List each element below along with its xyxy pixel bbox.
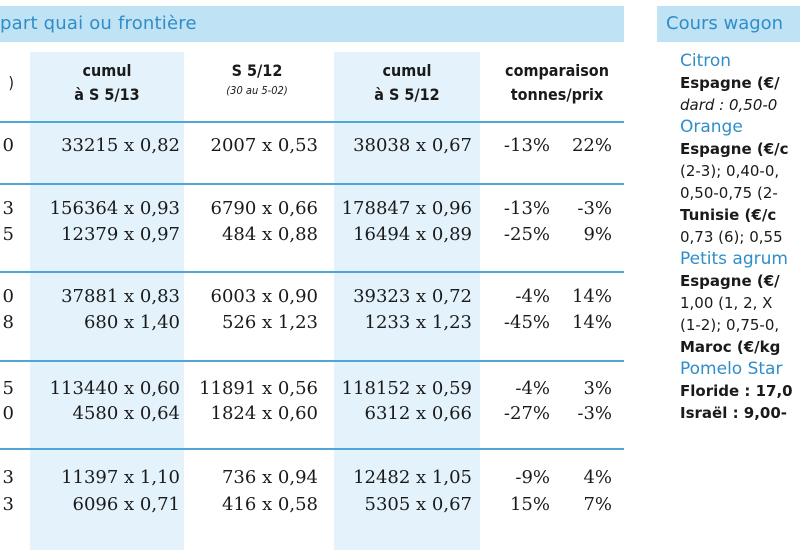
table-row: 3 11397 x 1,10 736 x 0,94 12482 x 1,05 -9% 4% <box>0 466 624 490</box>
cell-c2: 1824 x 0,60 <box>210 403 318 424</box>
cell-c0: 0 <box>2 135 14 156</box>
row-separator <box>0 183 624 185</box>
price-line: Espagne (€/ <box>680 272 780 290</box>
cell-c3: 178847 x 0,96 <box>341 198 472 219</box>
row-separator <box>0 360 624 362</box>
cell-c5: 14% <box>571 286 612 307</box>
cell-c1: 680 x 1,40 <box>83 312 180 333</box>
sidebar-section-title: Cours wagon <box>666 13 784 34</box>
cell-c3: 5305 x 0,67 <box>364 494 472 515</box>
cell-c5: 3% <box>583 378 612 399</box>
column-header-cumul-13: cumul à S 5/13 <box>74 61 140 104</box>
column-shade-cumul-13 <box>30 52 184 550</box>
cell-c4: -9% <box>515 467 550 488</box>
cell-c4: -45% <box>503 312 550 333</box>
cell-c1: 156364 x 0,93 <box>49 198 180 219</box>
price-line: Espagne (€/ <box>680 74 780 92</box>
cell-c0: 5 <box>2 378 14 399</box>
cell-c0: 0 <box>2 286 14 307</box>
table-row: 8 680 x 1,40 526 x 1,23 1233 x 1,23 -45% 14% <box>0 311 624 335</box>
price-line: Tunisie (€/c <box>680 206 777 224</box>
cell-c5: 7% <box>583 494 612 515</box>
price-line: Floride : 17,0 <box>680 382 793 400</box>
cell-c3: 16494 x 0,89 <box>353 224 472 245</box>
cell-c2: 6790 x 0,66 <box>210 198 318 219</box>
price-line: (1-2); 0,75-0, <box>680 316 780 334</box>
table-row: 3 156364 x 0,93 6790 x 0,66 178847 x 0,96 -1… <box>0 197 624 221</box>
cell-c3: 12482 x 1,05 <box>353 467 472 488</box>
price-line: Israël : 9,00- <box>680 404 788 422</box>
price-line: 0,73 (6); 0,55 <box>680 228 783 246</box>
cell-c5: 22% <box>571 135 612 156</box>
cell-c5: -3% <box>577 198 612 219</box>
cell-c4: 15% <box>509 494 550 515</box>
cell-c1: 37881 x 0,83 <box>61 286 180 307</box>
cell-c1: 6096 x 0,71 <box>72 494 180 515</box>
price-line: (2-3); 0,40-0, <box>680 162 780 180</box>
cell-c3: 38038 x 0,67 <box>353 135 472 156</box>
sidebar-section-header: Cours wagon <box>657 6 800 42</box>
cell-c5: 4% <box>583 467 612 488</box>
row-separator <box>0 448 624 450</box>
cell-c0: 8 <box>2 312 14 333</box>
cell-c3: 1233 x 1,23 <box>364 312 472 333</box>
column-header-cumul-12: cumul à S 5/12 <box>374 61 440 104</box>
cell-c1: 4580 x 0,64 <box>72 403 180 424</box>
cell-c2: 2007 x 0,53 <box>210 135 318 156</box>
table-row: 3 6096 x 0,71 416 x 0,58 5305 x 0,67 15% 7% <box>0 493 624 517</box>
cell-c2: 6003 x 0,90 <box>210 286 318 307</box>
cell-c0: 3 <box>2 467 14 488</box>
cell-c1: 113440 x 0,60 <box>49 378 180 399</box>
price-line: 0,50-0,75 (2- <box>680 184 778 202</box>
price-line: Espagne (€/c <box>680 140 789 158</box>
cell-c2: 484 x 0,88 <box>221 224 318 245</box>
cell-c3: 118152 x 0,59 <box>341 378 472 399</box>
table-section-header: part quai ou frontière <box>0 6 624 42</box>
cell-c5: 14% <box>571 312 612 333</box>
cell-c3: 39323 x 0,72 <box>353 286 472 307</box>
cell-c4: -27% <box>503 403 550 424</box>
cell-c4: -25% <box>503 224 550 245</box>
table-section-title: part quai ou frontière <box>0 13 197 34</box>
column-header-week: S 5/12 (30 au 5-02) <box>226 61 288 97</box>
cell-c0: 0 <box>2 403 14 424</box>
cell-c0: 5 <box>2 224 14 245</box>
column-shade-cumul-12 <box>334 52 480 550</box>
table-row: 5 113440 x 0,60 11891 x 0,56 118152 x 0,59 -… <box>0 377 624 401</box>
cell-c4: -4% <box>515 378 550 399</box>
cell-c4: -13% <box>503 198 550 219</box>
cell-c2: 526 x 1,23 <box>221 312 318 333</box>
cell-c5: -3% <box>577 403 612 424</box>
cell-c2: 11891 x 0,56 <box>199 378 318 399</box>
sidebar-prices: Citron Espagne (€/ dard : 0,50-0 Orange Espa… <box>680 50 800 550</box>
product-heading: Pomelo Star <box>680 359 783 379</box>
price-line: 1,00 (1, 2, X <box>680 294 773 312</box>
table-row: 0 37881 x 0,83 6003 x 0,90 39323 x 0,72 -4% 1… <box>0 285 624 309</box>
product-heading: Citron <box>680 51 732 71</box>
price-line: dard : 0,50-0 <box>680 96 778 114</box>
cell-c1: 11397 x 1,10 <box>61 467 180 488</box>
cell-c2: 416 x 0,58 <box>221 494 318 515</box>
cell-c3: 6312 x 0,66 <box>364 403 472 424</box>
row-separator <box>0 271 624 273</box>
cell-c4: -4% <box>515 286 550 307</box>
column-header-comparison: comparaison tonnes/prix <box>505 61 609 104</box>
table-row: 5 12379 x 0,97 484 x 0,88 16494 x 0,89 -25% 9… <box>0 223 624 247</box>
cell-c1: 33215 x 0,82 <box>61 135 180 156</box>
cell-c5: 9% <box>583 224 612 245</box>
table-row: 0 33215 x 0,82 2007 x 0,53 38038 x 0,67 -13%… <box>0 134 624 158</box>
cell-c0: 3 <box>2 494 14 515</box>
row-separator <box>0 121 624 123</box>
table-row: 0 4580 x 0,64 1824 x 0,60 6312 x 0,66 -27% -3… <box>0 402 624 426</box>
cell-c2: 736 x 0,94 <box>221 467 318 488</box>
product-heading: Orange <box>680 117 743 137</box>
column-header-0: ) <box>8 73 14 92</box>
product-heading: Petits agrum <box>680 249 788 269</box>
cell-c4: -13% <box>503 135 550 156</box>
cell-c1: 12379 x 0,97 <box>61 224 180 245</box>
price-line: Maroc (€/kg <box>680 338 781 356</box>
cell-c0: 3 <box>2 198 14 219</box>
